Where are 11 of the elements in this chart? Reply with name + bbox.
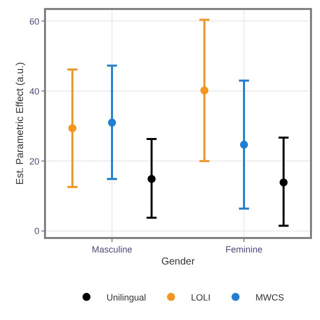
legend-label: Unilingual	[106, 292, 146, 302]
y-tick-label: 0	[34, 226, 40, 236]
x-tick-label: Feminine	[225, 244, 263, 255]
y-axis-title: Est. Parametric Effect (a.u.)	[14, 62, 26, 185]
y-tick-label: 40	[29, 86, 40, 96]
y-tick-label: 20	[29, 156, 40, 166]
legend-label: LOLI	[191, 292, 211, 302]
legend-label: MWCS	[256, 292, 284, 302]
x-tick-label: Masculine	[92, 244, 132, 255]
y-tick-label: 60	[29, 16, 40, 26]
x-axis-title: Gender	[161, 256, 196, 268]
